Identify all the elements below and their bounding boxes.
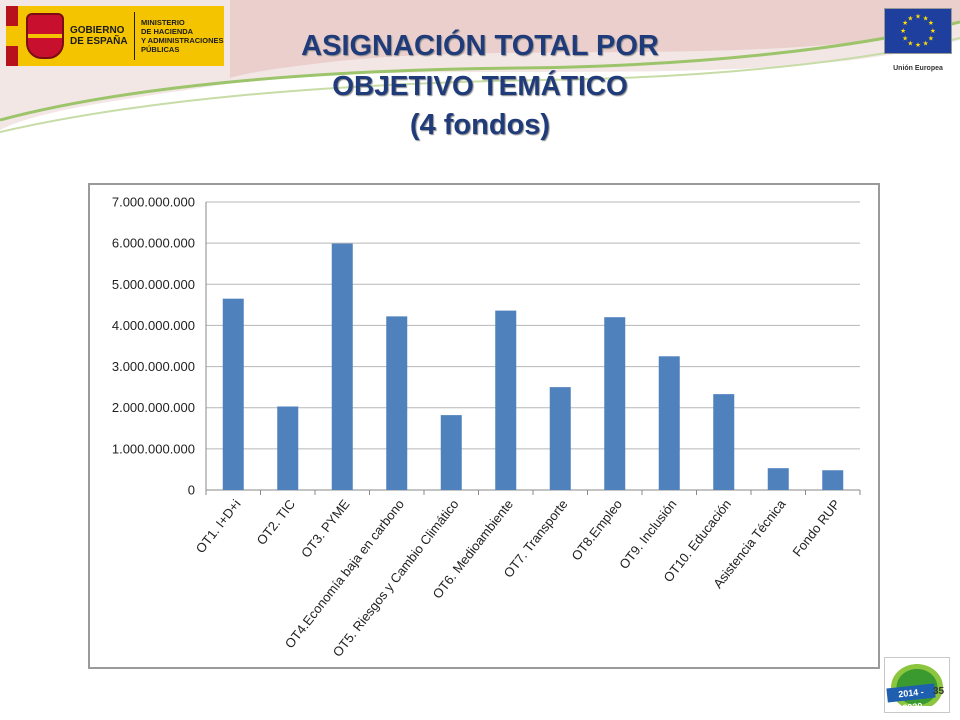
svg-text:★: ★: [915, 13, 921, 21]
spain-flag-band: [6, 6, 18, 66]
gov-logo-line2: DE ESPAÑA: [70, 36, 128, 47]
bar: [440, 415, 462, 490]
union-europea-logo: ★ ★ ★ ★ ★ ★ ★ ★ ★ ★ ★ ★ Unión Europea: [884, 8, 952, 72]
svg-text:★: ★: [907, 14, 913, 22]
gobierno-espana-logo: GOBIERNO DE ESPAÑA MINISTERIO DE HACIEND…: [6, 6, 224, 66]
chart-frame: 0 1.000.000.000 2.000.000.000 3.000.000.000…: [88, 183, 880, 669]
svg-text:★: ★: [923, 14, 929, 22]
svg-text:★: ★: [902, 35, 908, 43]
ministry-line3: Y ADMINISTRACIONES: [141, 36, 224, 45]
y-tick-label: 1.000.000.000: [112, 441, 195, 456]
bar: [222, 298, 244, 490]
header-swoosh-decoration: [0, 0, 960, 133]
svg-text:★: ★: [928, 35, 934, 43]
x-category-label: OT1. I+D+i: [193, 497, 244, 556]
bar: [767, 468, 789, 490]
ministry-line2: DE HACIENDA: [141, 27, 194, 36]
y-tick-label: 7.000.000.000: [112, 195, 195, 210]
svg-text:★: ★: [923, 39, 929, 47]
svg-text:★: ★: [907, 39, 913, 47]
gobierno-text: GOBIERNO DE ESPAÑA: [70, 25, 128, 47]
coat-of-arms-icon: [26, 13, 64, 59]
y-tick-label: 0: [188, 483, 195, 498]
bar: [495, 310, 517, 490]
y-tick-label: 3.000.000.000: [112, 359, 195, 374]
svg-text:★: ★: [928, 19, 934, 27]
slide-title-line2: OBJETIVO TEMÁTICO: [332, 70, 628, 101]
bar: [658, 356, 680, 490]
y-tick-label: 5.000.000.000: [112, 277, 195, 292]
x-category-label: OT3. PYME: [298, 496, 353, 560]
x-category-label: OT2. TIC: [254, 497, 299, 548]
ministry-line4: PÚBLICAS: [141, 45, 180, 54]
bar: [331, 243, 353, 490]
bar: [822, 470, 844, 490]
svg-text:★: ★: [930, 27, 936, 35]
y-tick-label: 4.000.000.000: [112, 318, 195, 333]
svg-text:★: ★: [902, 19, 908, 27]
bar: [713, 394, 735, 490]
eu-caption: Unión Europea: [893, 65, 943, 72]
svg-text:★: ★: [900, 27, 906, 35]
y-tick-label: 6.000.000.000: [112, 236, 195, 251]
gov-logo-line1: GOBIERNO: [70, 25, 125, 36]
slide-title-line3: (4 fondos): [409, 109, 551, 141]
slide-title-line1: ASIGNACIÓN TOTAL POR: [301, 30, 659, 62]
page-number: 35: [933, 686, 945, 697]
programming-period-badge: 2014 - 2020: [884, 657, 950, 713]
eu-flag-icon: ★ ★★ ★★★ ★★★ ★★★: [884, 8, 952, 54]
ministry-line1: MINISTERIO: [141, 18, 185, 27]
x-category-label: OT8.Empleo: [568, 497, 625, 564]
x-category-label: OT9. Inclusión: [616, 497, 679, 572]
y-tick-label: 2.000.000.000: [112, 400, 195, 415]
ministry-text: MINISTERIO DE HACIENDA Y ADMINISTRACIONE…: [141, 18, 224, 54]
logo-divider: [134, 12, 135, 60]
bar: [549, 387, 571, 490]
x-category-label: Fondo RUP: [789, 497, 843, 560]
bar: [277, 406, 299, 490]
bar: [386, 316, 408, 490]
bar: [604, 317, 626, 490]
svg-text:★: ★: [915, 41, 921, 49]
bar-chart: 0 1.000.000.000 2.000.000.000 3.000.000.000…: [112, 195, 861, 660]
